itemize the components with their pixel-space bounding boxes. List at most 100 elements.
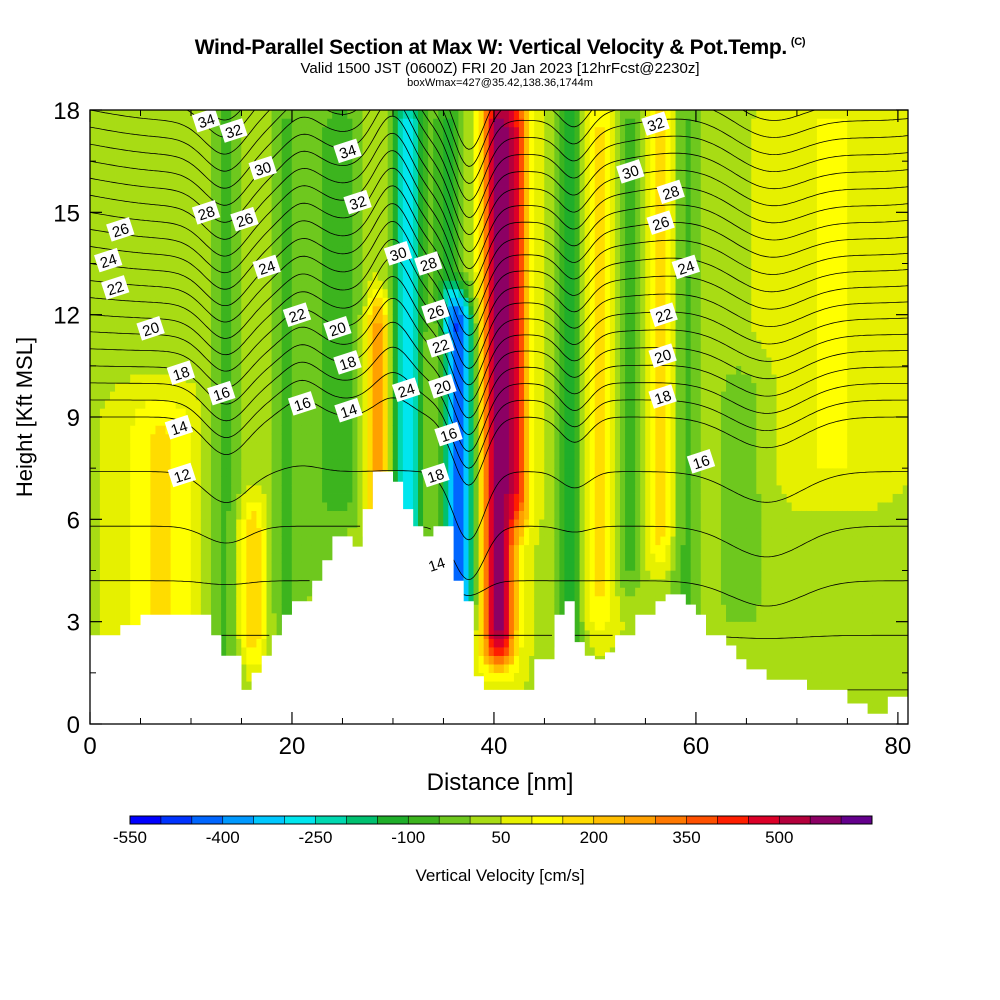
- velocity-cell: [150, 169, 156, 179]
- velocity-cell: [428, 169, 434, 179]
- velocity-cell: [180, 152, 187, 162]
- velocity-cell: [296, 143, 303, 153]
- velocity-cell: [226, 254, 232, 264]
- velocity-cell: [130, 322, 136, 332]
- velocity-cell: [271, 442, 278, 452]
- velocity-cell: [185, 246, 192, 256]
- velocity-cell: [266, 510, 272, 520]
- velocity-cell: [94, 322, 101, 332]
- velocity-cell: [165, 408, 171, 418]
- velocity-cell: [135, 544, 141, 554]
- velocity-cell: [160, 485, 166, 494]
- velocity-cell: [251, 357, 257, 367]
- velocity-cell: [317, 391, 323, 401]
- velocity-cell: [125, 527, 131, 537]
- velocity-cell: [246, 664, 252, 674]
- velocity-cell: [433, 450, 439, 460]
- velocity-cell: [246, 357, 252, 367]
- velocity-cell: [104, 570, 111, 580]
- velocity-cell: [145, 442, 151, 452]
- velocity-cell: [372, 391, 379, 401]
- velocity-cell: [135, 485, 141, 494]
- velocity-cell: [205, 399, 212, 409]
- velocity-cell: [271, 297, 278, 307]
- velocity-cell: [311, 459, 318, 469]
- velocity-cell: [246, 408, 252, 418]
- velocity-cell: [145, 110, 151, 119]
- velocity-cell: [190, 263, 197, 273]
- velocity-cell: [322, 229, 328, 239]
- velocity-cell: [372, 305, 379, 315]
- velocity-cell: [407, 408, 414, 418]
- velocity-cell: [317, 271, 323, 281]
- velocity-cell: [94, 118, 101, 128]
- velocity-cell: [412, 246, 419, 256]
- velocity-cell: [423, 271, 429, 281]
- velocity-cell: [94, 519, 101, 529]
- velocity-cell: [120, 519, 126, 529]
- velocity-cell: [241, 647, 247, 656]
- velocity-cell: [246, 374, 252, 384]
- velocity-cell: [392, 229, 399, 239]
- velocity-cell: [155, 476, 161, 486]
- velocity-cell: [266, 280, 272, 290]
- velocity-cell: [241, 502, 247, 512]
- velocity-cell: [428, 229, 434, 239]
- velocity-cell: [317, 570, 323, 580]
- velocity-cell: [195, 160, 202, 170]
- velocity-cell: [428, 527, 434, 537]
- velocity-cell: [115, 536, 121, 546]
- velocity-cell: [226, 288, 232, 298]
- velocity-cell: [180, 237, 187, 247]
- velocity-cell: [99, 374, 106, 384]
- velocity-cell: [135, 365, 141, 375]
- velocity-cell: [150, 519, 156, 529]
- velocity-cell: [407, 229, 414, 239]
- velocity-cell: [135, 203, 141, 213]
- velocity-cell: [200, 195, 207, 205]
- velocity-cell: [261, 365, 267, 375]
- velocity-cell: [241, 604, 247, 614]
- velocity-cell: [241, 681, 247, 691]
- velocity-cell: [216, 271, 222, 281]
- velocity-cell: [175, 570, 182, 580]
- velocity-cell: [241, 655, 247, 665]
- velocity-cell: [418, 195, 424, 205]
- velocity-cell: [99, 459, 106, 469]
- velocity-cell: [296, 365, 303, 375]
- velocity-cell: [342, 169, 348, 179]
- velocity-cell: [125, 143, 131, 153]
- velocity-cell: [145, 425, 151, 435]
- velocity-cell: [428, 433, 434, 443]
- velocity-cell: [276, 459, 283, 469]
- velocity-cell: [155, 570, 161, 580]
- velocity-cell: [94, 561, 101, 571]
- velocity-cell: [412, 143, 419, 153]
- velocity-cell: [337, 135, 343, 145]
- velocity-cell: [367, 288, 373, 298]
- velocity-cell: [120, 331, 126, 341]
- velocity-cell: [317, 186, 323, 196]
- velocity-cell: [311, 160, 318, 170]
- velocity-cell: [256, 647, 262, 656]
- velocity-cell: [286, 237, 293, 247]
- velocity-cell: [291, 519, 298, 529]
- velocity-cell: [407, 442, 414, 452]
- velocity-cell: [210, 374, 217, 384]
- velocity-cell: [286, 254, 293, 264]
- velocity-cell: [276, 195, 283, 205]
- velocity-cell: [175, 382, 182, 392]
- velocity-cell: [412, 493, 419, 503]
- velocity-cell: [115, 365, 121, 375]
- velocity-cell: [322, 254, 328, 264]
- velocity-cell: [281, 110, 288, 119]
- velocity-cell: [256, 118, 262, 128]
- velocity-cell: [205, 305, 212, 315]
- velocity-cell: [327, 365, 333, 375]
- velocity-cell: [342, 442, 348, 452]
- velocity-cell: [104, 271, 111, 281]
- velocity-cell: [362, 485, 368, 494]
- velocity-cell: [104, 629, 111, 639]
- velocity-cell: [382, 314, 389, 324]
- velocity-cell: [145, 195, 151, 205]
